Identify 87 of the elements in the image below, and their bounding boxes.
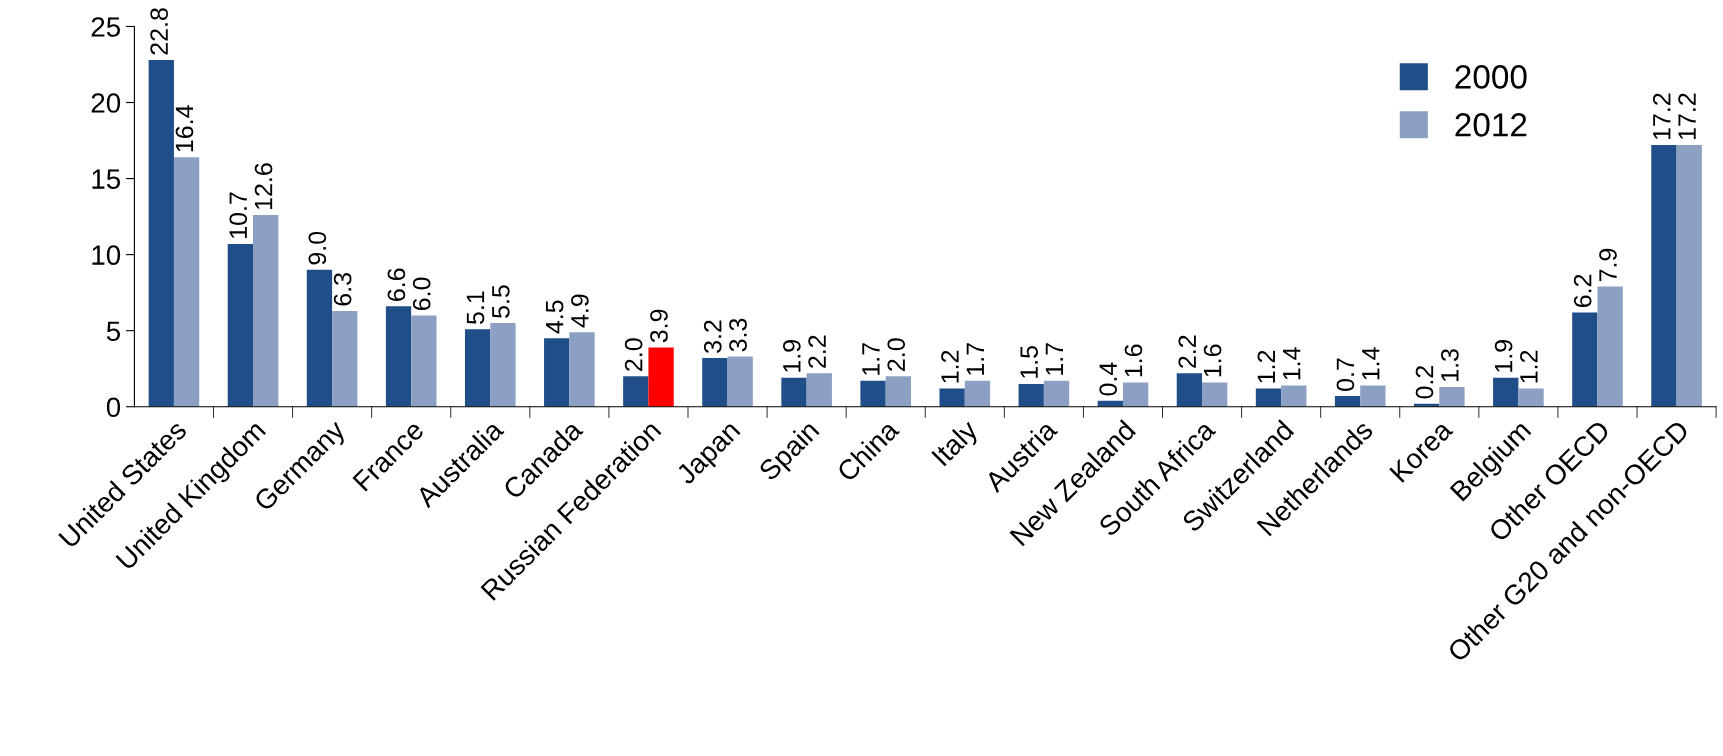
data-label: 9.0 [308,231,327,265]
bar [1493,377,1519,407]
bar [490,323,516,407]
data-label: 1.9 [1494,340,1513,372]
bar [1334,396,1361,407]
data-label: 1.9 [782,340,801,372]
bar [806,373,832,407]
bar [227,243,254,407]
data-label: 7.9 [1599,248,1617,282]
bar [781,377,807,407]
data-label: 10.7 [229,192,248,238]
bar [623,376,649,407]
y-tick-label: 25 [91,17,121,37]
bar [702,358,728,407]
bar [464,329,491,407]
data-label: 3.9 [650,309,668,343]
data-label: 6.0 [412,277,431,311]
y-tick-label: 0 [106,397,121,418]
y-tick-label: 5 [106,321,121,342]
data-label: 4.9 [571,294,589,328]
data-label: 3.2 [703,320,722,353]
bar [727,356,753,407]
data-label: 1.2 [1520,350,1538,383]
bar [1439,386,1465,407]
data-label: 1.3 [1440,349,1459,381]
y-tick-label: 20 [91,93,121,113]
data-label: 5.1 [466,291,485,324]
data-label: 1.2 [941,350,959,383]
data-label: 1.6 [1203,344,1222,377]
data-label: 2.2 [1178,335,1196,368]
data-label: 3.3 [729,318,747,352]
y-tick-label: 15 [92,169,121,189]
data-label: 1.7 [966,343,984,375]
data-label: 1.6 [1124,344,1143,377]
bar [885,376,912,407]
bar [253,215,279,407]
bar [1281,385,1307,407]
legend-label: 2012 [1455,113,1527,137]
bar [1572,312,1598,407]
data-label: 6.2 [1573,274,1592,307]
bar [411,315,437,407]
bar [1176,373,1203,407]
data-label: 4.5 [545,300,564,334]
data-label: 0.7 [1336,358,1355,391]
bar [1122,382,1149,407]
bar [148,59,174,407]
data-label: 12.6 [254,163,273,209]
data-label: 0.4 [1099,362,1118,396]
bar [173,157,200,407]
data-label: 17.2 [1652,93,1671,140]
bar [385,306,412,407]
data-label: 0.2 [1415,366,1434,399]
bar [1018,383,1044,407]
x-tick-label: Italy [930,417,984,471]
legend-label: 2000 [1455,65,1527,89]
data-label: 1.5 [1020,346,1038,378]
data-label: 1.4 [1362,347,1380,380]
data-label: 5.5 [492,285,510,318]
bar [569,332,595,407]
data-label: 1.7 [862,343,880,375]
bar [1651,145,1677,407]
bar [648,347,674,407]
bar [1360,385,1386,407]
data-label: 1.4 [1283,347,1301,380]
bar [1043,380,1070,407]
bar [306,269,333,407]
bar [964,380,991,407]
data-label: 6.3 [333,273,352,306]
bar [1676,145,1702,407]
data-label: 22.8 [150,8,168,55]
data-label: 6.6 [387,268,406,301]
data-label: 17.2 [1678,93,1696,140]
bar [1255,388,1282,407]
data-label: 1.2 [1257,350,1275,383]
bar [939,388,965,407]
data-label: 2.2 [808,335,826,368]
bar [332,310,358,407]
data-label: 2.0 [887,338,906,371]
bar [860,380,886,407]
bar [544,338,570,407]
bar [1202,382,1228,407]
bar [1597,286,1623,407]
data-label: 2.0 [624,338,643,371]
y-tick-label: 10 [92,245,121,265]
data-label: 1.7 [1045,343,1063,375]
data-label: 16.4 [175,105,194,152]
bar [1518,388,1544,407]
